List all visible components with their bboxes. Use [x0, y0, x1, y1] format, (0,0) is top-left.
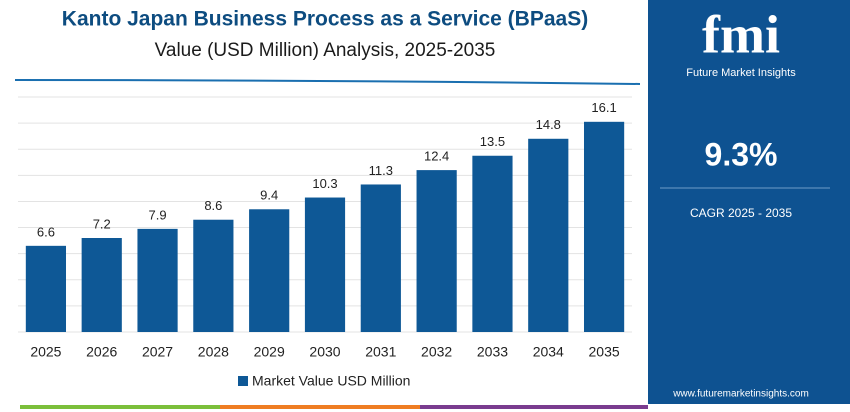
x-tick-label: 2034: [533, 344, 564, 360]
title-rule: [14, 79, 641, 85]
chart-subtitle: Value (USD Million) Analysis, 2025-2035: [155, 40, 496, 61]
bar: [472, 155, 513, 332]
cagr-value: 9.3%: [705, 136, 778, 172]
bar: [304, 197, 346, 332]
value-label: 7.9: [149, 207, 167, 222]
x-tick-label: 2030: [309, 344, 340, 360]
value-label: 12.4: [424, 149, 449, 164]
x-tick-label: 2028: [198, 344, 229, 360]
bar: [25, 245, 67, 332]
value-label: 6.6: [37, 224, 55, 239]
footer-strip: [220, 405, 420, 409]
footer-strip: [420, 405, 648, 409]
value-label: 10.3: [312, 176, 337, 191]
cagr-label: CAGR 2025 - 2035: [690, 206, 792, 220]
footer-strip: [20, 405, 220, 409]
bar: [416, 170, 457, 332]
chart-title: Kanto Japan Business Process as a Servic…: [62, 8, 588, 31]
bar: [528, 138, 569, 332]
bar: [360, 184, 401, 332]
value-label: 9.4: [260, 188, 278, 203]
bar: [81, 238, 122, 332]
bar: [583, 121, 625, 332]
x-tick-label: 2033: [477, 344, 508, 360]
bar: [137, 228, 178, 332]
logo-tagline: Future Market Insights: [686, 67, 796, 79]
plot: 2025 2026 2027 2028 2029 2030 2031 2032 2033 2034…: [18, 96, 632, 389]
value-label: 8.6: [204, 198, 222, 213]
legend-swatch: [238, 376, 248, 386]
x-tick-label: 2035: [589, 344, 620, 360]
x-tick-label: 2027: [142, 344, 173, 360]
legend-label: Market Value USD Million: [252, 373, 410, 389]
bar: [249, 209, 290, 332]
value-label: 11.3: [369, 163, 393, 178]
value-label: 7.2: [93, 216, 111, 231]
website: www.futuremarketinsights.com: [672, 389, 809, 400]
value-label: 14.8: [536, 117, 561, 132]
x-tick-label: 2025: [30, 344, 61, 360]
side-panel: [648, 0, 850, 404]
value-label: 13.5: [480, 134, 505, 149]
value-label: 16.1: [591, 100, 616, 115]
bar: [193, 219, 234, 332]
x-tick-label: 2031: [365, 344, 396, 360]
logo: fmi: [702, 4, 780, 64]
x-tick-label: 2026: [86, 344, 117, 360]
x-tick-label: 2029: [254, 344, 285, 360]
x-tick-label: 2032: [421, 344, 452, 360]
